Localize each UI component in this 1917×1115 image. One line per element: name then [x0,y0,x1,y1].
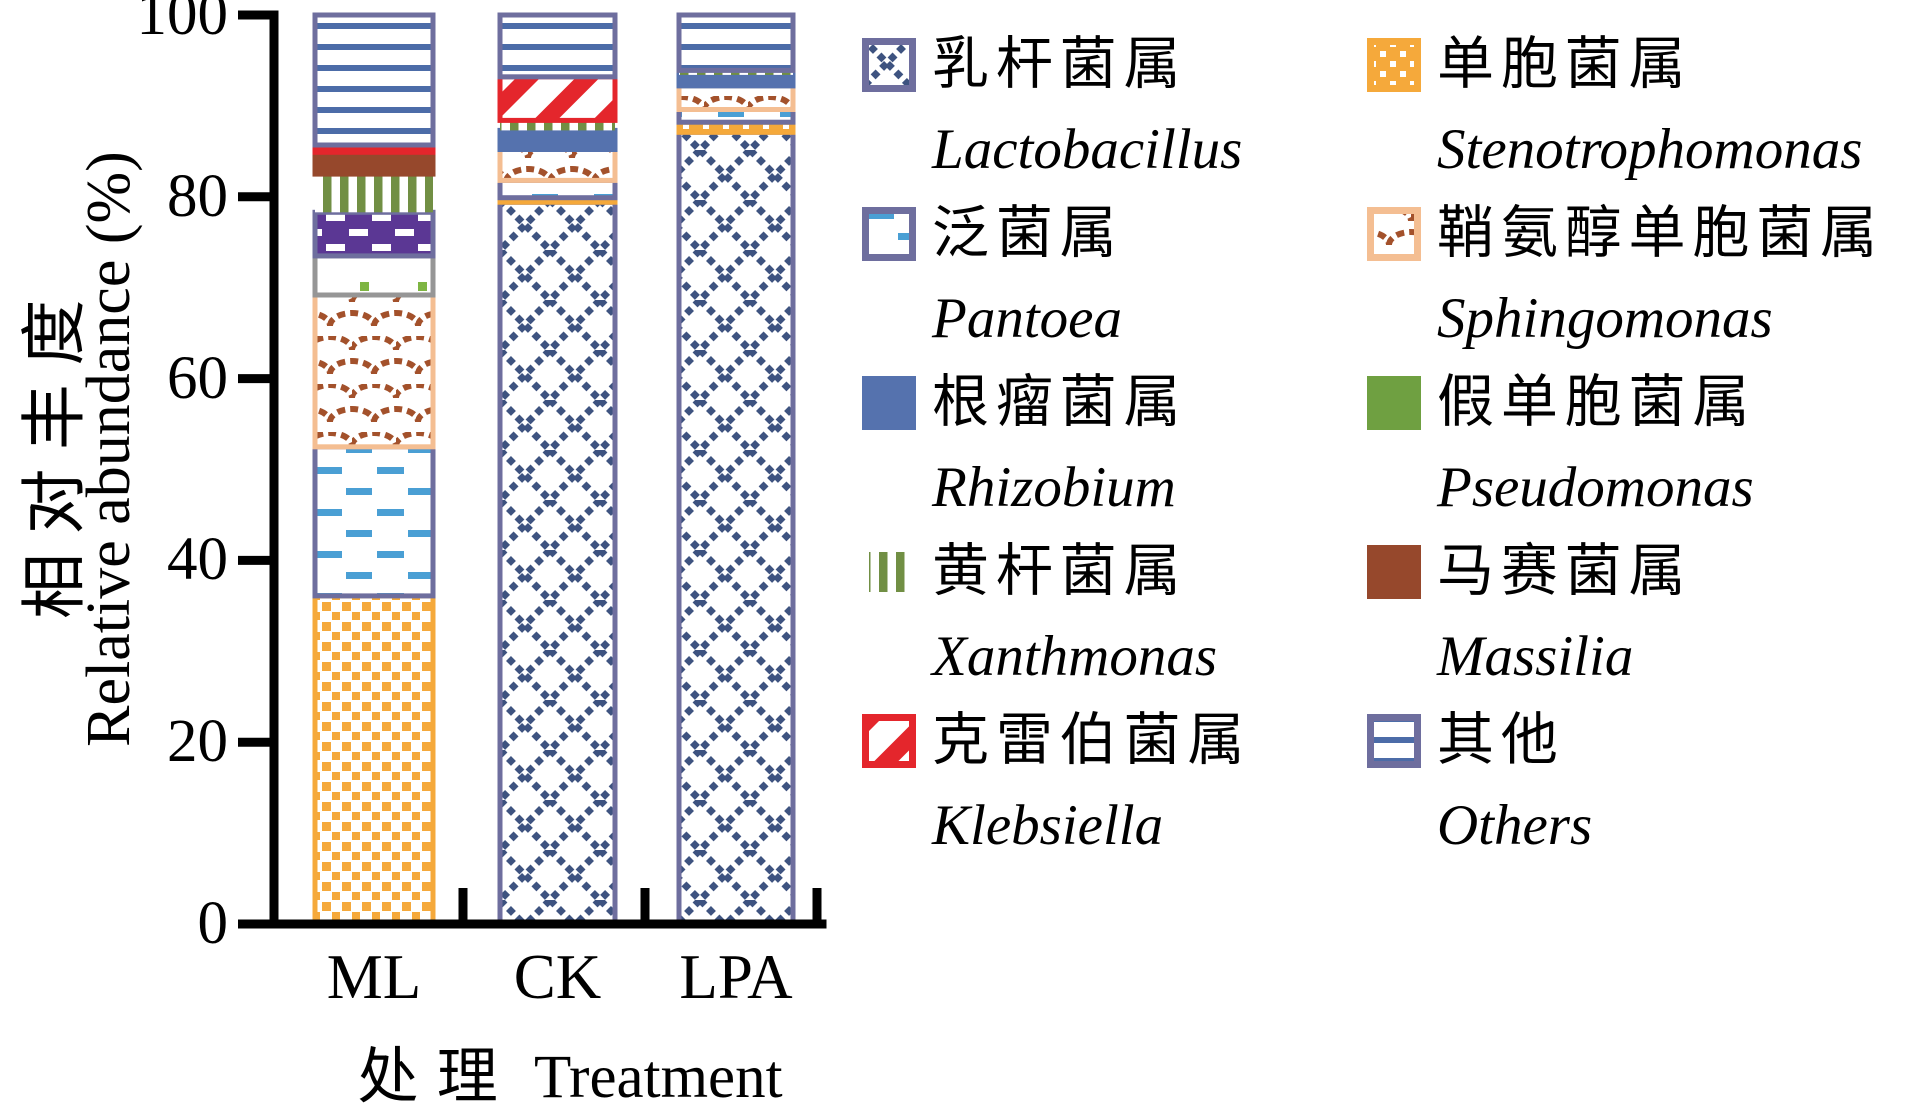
legend-label-latin-klebsiella: Klebsiella [932,794,1164,857]
segment-CK-Pantoea [497,177,618,201]
segment-ML-Others [312,12,436,148]
legend-swatch-klebsiella-icon [862,714,916,768]
legend-label-zh-xanthmonas: 黄杆菌属 [932,540,1188,603]
legend-swatch-pantoea [862,207,916,261]
segment-CK-Others [497,12,618,80]
legend-label-latin-pantoea: Pantoea [932,287,1122,350]
y-tick-label-20: 20 [167,708,228,776]
segment-CK-Klebsiella [497,74,618,123]
segment-ML-Pantoea [312,444,436,599]
y-tick-label-0: 0 [197,890,229,957]
y-tick-label-40: 40 [167,526,228,594]
segment-ML-Rhizobium [312,209,436,259]
bar-LPA [676,12,796,927]
legend-swatch-xanthmonas [862,545,916,599]
legend-label-zh-rhizobium: 根瘤菌属 [932,371,1188,434]
legend-swatch-stenotrophomonas [1367,38,1421,92]
bar-CK [497,12,618,927]
x-axis-title-zh: 处理 [357,1044,517,1111]
segment-CK-Rhizobium [497,127,618,152]
x-category-label-CK: CK [513,942,602,1012]
legend-swatch-others [1367,714,1421,768]
legend-swatch-klebsiella [862,714,916,768]
legend-swatch-massilia [1367,545,1421,599]
segment-ML-Xanthmonas [315,174,433,213]
segment-CK-Lactobacillus [497,199,618,927]
stacked-bar-chart [238,10,827,929]
legend-swatch-pantoea-icon [862,207,916,261]
legend-label-zh-massilia: 马赛菌属 [1437,540,1693,603]
legend-label-zh-others: 其他 [1437,709,1565,772]
legend-swatch-lactobacillus [862,38,916,92]
segment-LPA-Rhizobium [676,72,796,89]
y-tick-label-80: 80 [167,162,228,230]
x-axis-title: 处理 Treatment [260,1026,880,1115]
legend-label-latin-lactobacillus: Lactobacillus [932,118,1243,181]
legend-swatch-sphingomonas [1367,207,1421,261]
legend-swatch-pseudomonas-icon [1367,376,1421,430]
legend-label-latin-rhizobium: Rhizobium [932,456,1176,519]
legend-swatch-others-icon [1367,714,1421,768]
y-axis-title-zh: 相对丰度 [19,281,92,619]
legend-label-zh-pseudomonas: 假单胞菌属 [1437,371,1757,434]
legend-swatch-xanthmonas-icon [862,545,916,599]
y-tick-label-100: 100 [136,0,229,48]
legend-label-latin-sphingomonas: Sphingomonas [1437,287,1773,350]
legend-label-zh-sphingomonas: 鞘氨醇单胞菌属 [1437,202,1884,265]
legend-label-latin-pseudomonas: Pseudomonas [1437,456,1754,519]
legend-swatch-rhizobium [862,376,916,430]
segment-ML-Sphingomonas [312,292,436,450]
x-category-label-ML: ML [326,942,422,1012]
y-tick-label-60: 60 [167,344,228,412]
legend-swatch-pseudomonas [1367,376,1421,430]
segment-LPA-Sphingomonas [676,83,796,113]
segment-ML-Pseudomonas [312,253,436,298]
legend-swatch-sphingomonas-icon [1367,207,1421,261]
segment-CK-Sphingomonas [497,147,618,183]
legend-label-latin-xanthmonas: Xanthmonas [932,625,1217,688]
legend-label-zh-pantoea: 泛菌属 [932,202,1124,265]
legend-label-latin-others: Others [1437,794,1593,857]
legend-label-zh-stenotrophomonas: 单胞菌属 [1437,33,1693,96]
segment-LPA-Others [676,12,796,73]
x-axis-title-en: Treatment [534,1044,783,1111]
legend-label-latin-stenotrophomonas: Stenotrophomonas [1437,118,1863,181]
legend-label-latin-massilia: Massilia [1437,625,1634,688]
bar-ML [312,12,436,927]
legend-swatch-stenotrophomonas-icon [1367,38,1421,92]
legend-swatch-massilia-icon [1367,545,1421,599]
legend-swatch-lactobacillus-icon [862,38,916,92]
segment-CK-Xanthmonas [500,120,615,131]
segment-LPA-Lactobacillus [676,129,796,927]
y-axis-title-en: Relative abundance (%) [75,151,143,747]
legend-swatch-rhizobium-icon [862,376,916,430]
segment-ML-Stenotrophomonas [312,593,436,927]
x-category-label-LPA: LPA [679,942,793,1012]
legend-label-zh-lactobacillus: 乳杆菌属 [932,33,1188,96]
legend-label-zh-klebsiella: 克雷伯菌属 [932,709,1252,772]
segment-ML-Massilia [312,149,436,177]
